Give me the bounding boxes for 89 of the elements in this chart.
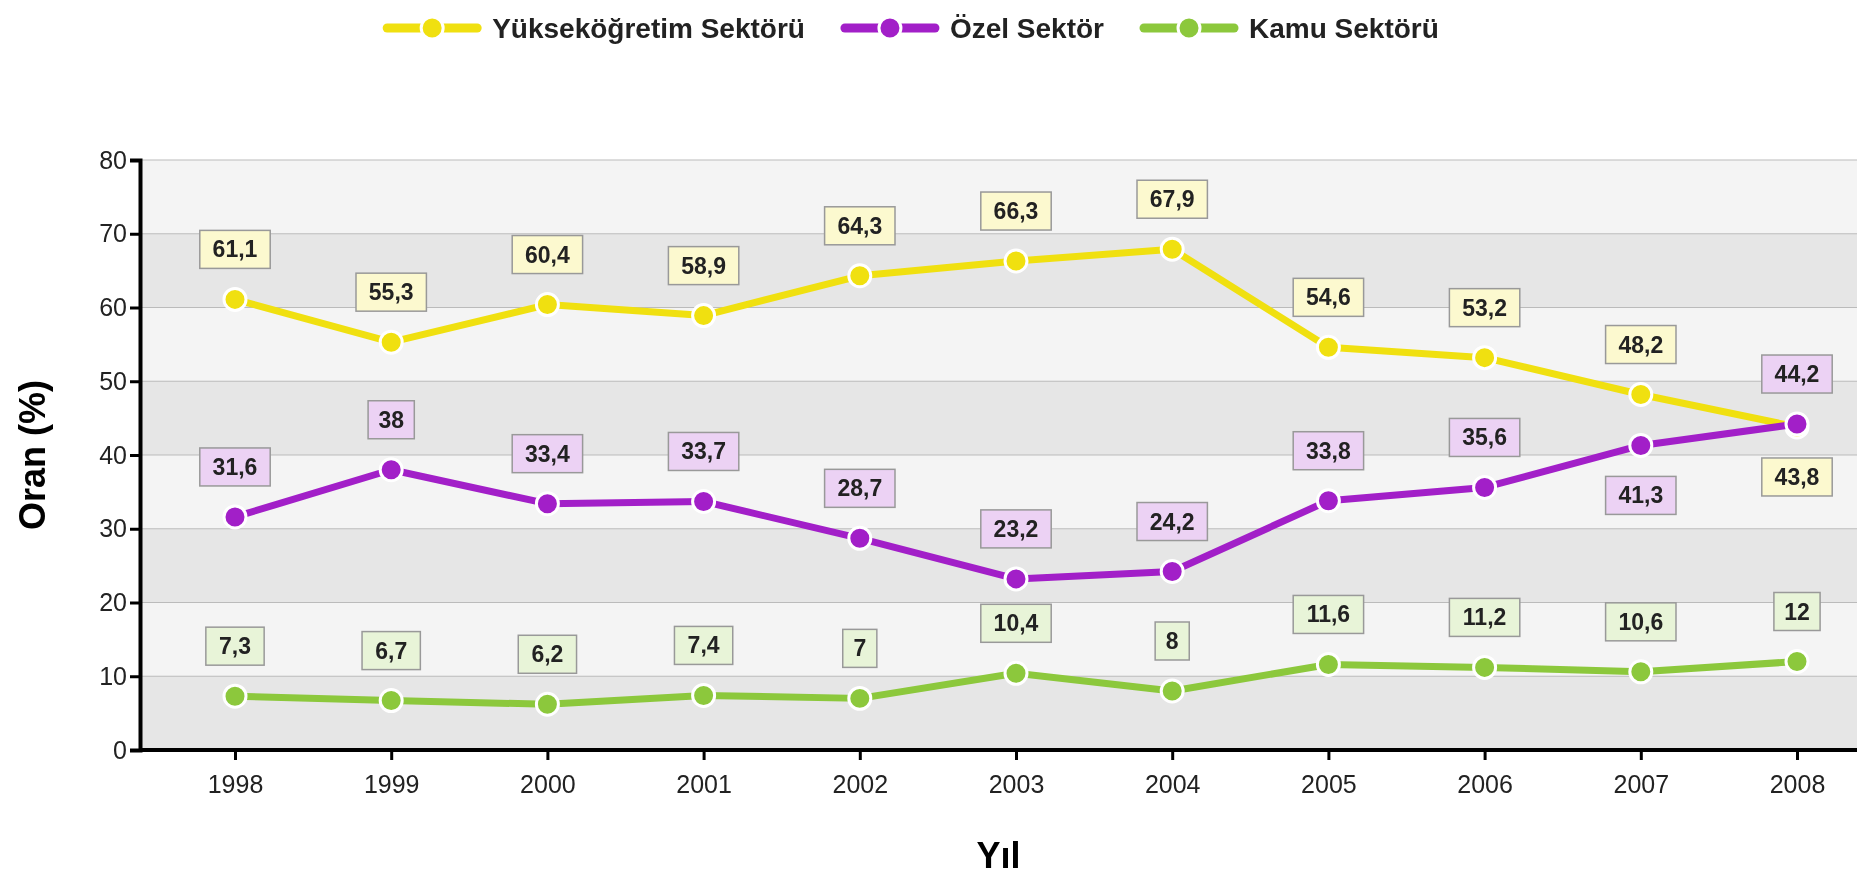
point [1472, 474, 1498, 500]
point [534, 491, 560, 517]
y-tick-label: 50 [99, 366, 127, 395]
data-label: 43,8 [1774, 463, 1820, 490]
data-label: 10,4 [993, 610, 1039, 637]
y-tick-label: 10 [99, 661, 127, 690]
data-label: 33,4 [525, 440, 570, 467]
y-tick-label: 60 [99, 293, 127, 321]
data-label: 66,3 [993, 198, 1039, 225]
point [1315, 334, 1341, 360]
x-tick-label: 2000 [520, 770, 576, 798]
x-tick-label: 2008 [1769, 770, 1826, 798]
data-label: 6,2 [531, 641, 564, 668]
point [1003, 566, 1029, 592]
y-tick-label: 30 [99, 514, 127, 543]
data-label: 60,4 [525, 241, 570, 268]
point [534, 691, 560, 717]
data-label: 54,6 [1306, 284, 1351, 311]
y-tick-label: 0 [113, 735, 127, 764]
x-tick-label: 1999 [363, 770, 420, 798]
point [1628, 382, 1654, 407]
x-axis-title: Yıl [976, 835, 1021, 876]
x-tick-label: 2006 [1457, 770, 1513, 798]
y-tick-label: 20 [99, 588, 127, 616]
data-label: 53,2 [1462, 294, 1507, 321]
x-tick-label: 2004 [1144, 770, 1201, 798]
data-label: 33,7 [681, 438, 726, 465]
point [1159, 236, 1185, 262]
data-label: 61,1 [212, 236, 258, 263]
point [1159, 559, 1185, 584]
data-label: 7,4 [687, 632, 720, 659]
point [1784, 649, 1810, 674]
data-label: 7 [853, 635, 867, 662]
data-label: 12 [1784, 598, 1810, 625]
point [847, 263, 873, 289]
data-label: 67,9 [1149, 186, 1195, 213]
data-label: 7,3 [219, 633, 251, 660]
point [1315, 488, 1341, 514]
point [691, 682, 717, 708]
data-label: 35,6 [1462, 424, 1507, 451]
legend-label: Özel Sektör [949, 13, 1105, 44]
point [1003, 248, 1029, 274]
data-label: 6,7 [375, 637, 408, 664]
y-tick-label: 70 [99, 219, 127, 248]
data-label: 41,3 [1618, 482, 1664, 509]
point [847, 525, 873, 551]
data-label: 31,6 [212, 453, 258, 480]
data-label: 24,2 [1149, 508, 1195, 535]
x-tick-label: 2001 [676, 770, 732, 798]
legend-label: Kamu Sektörü [1249, 13, 1439, 44]
point [1472, 345, 1498, 371]
data-label: 8 [1165, 628, 1179, 654]
data-label: 38 [378, 406, 405, 433]
x-tick-label: 2005 [1301, 770, 1357, 798]
data-label: 55,3 [368, 279, 414, 306]
x-tick-label: 2007 [1613, 770, 1670, 798]
point [1315, 651, 1341, 677]
y-tick-label: 80 [99, 145, 127, 174]
data-label: 58,9 [681, 252, 726, 279]
point [222, 286, 248, 312]
point [378, 457, 404, 483]
data-label: 48,2 [1618, 331, 1664, 358]
x-tick-label: 2002 [832, 770, 889, 798]
data-label: 11,6 [1306, 601, 1351, 628]
point [378, 688, 404, 714]
point [1472, 654, 1498, 680]
y-axis-title: Oran (%) [12, 379, 53, 531]
point [691, 488, 717, 514]
point [691, 303, 717, 329]
data-label: 10,6 [1618, 608, 1664, 635]
data-label: 44,2 [1774, 361, 1820, 388]
data-label: 33,8 [1306, 437, 1351, 464]
y-tick-label: 40 [99, 440, 127, 469]
data-label: 11,2 [1462, 604, 1507, 631]
point [222, 504, 248, 530]
x-tick-label: 1998 [207, 770, 264, 798]
point [1628, 659, 1654, 685]
point [534, 292, 560, 318]
point [222, 683, 248, 709]
point [1003, 660, 1029, 686]
data-label: 23,2 [993, 515, 1039, 542]
point [378, 329, 404, 355]
data-label: 28,7 [837, 475, 883, 502]
point [1628, 432, 1654, 458]
data-label: 64,3 [837, 212, 883, 239]
point [1159, 678, 1185, 704]
point [847, 685, 873, 711]
legend-label: Yükseköğretim Sektörü [492, 13, 805, 44]
x-tick-label: 2003 [988, 770, 1045, 798]
